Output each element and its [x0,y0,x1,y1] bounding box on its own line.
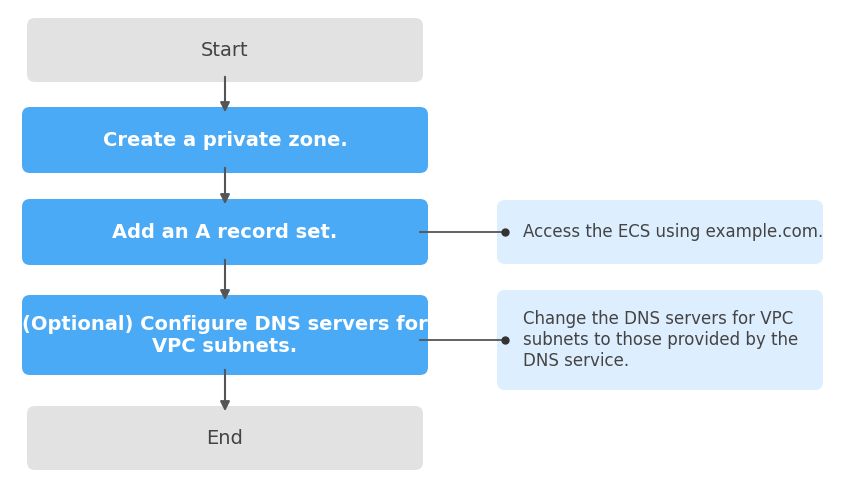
Text: Start: Start [201,41,248,60]
FancyBboxPatch shape [496,290,822,390]
FancyBboxPatch shape [496,200,822,264]
Text: Create a private zone.: Create a private zone. [102,130,347,149]
FancyBboxPatch shape [22,295,428,375]
FancyBboxPatch shape [22,107,428,173]
Text: (Optional) Configure DNS servers for
VPC subnets.: (Optional) Configure DNS servers for VPC… [22,314,427,355]
FancyBboxPatch shape [27,406,423,470]
Text: Add an A record set.: Add an A record set. [112,223,338,242]
FancyBboxPatch shape [27,18,423,82]
Text: Change the DNS servers for VPC
subnets to those provided by the
DNS service.: Change the DNS servers for VPC subnets t… [522,310,798,370]
Text: End: End [206,428,243,447]
FancyBboxPatch shape [22,199,428,265]
Text: Access the ECS using example.com.: Access the ECS using example.com. [522,223,822,241]
